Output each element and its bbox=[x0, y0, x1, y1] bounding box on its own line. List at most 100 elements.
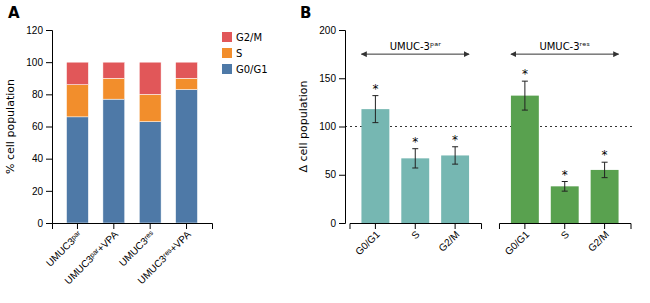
x-tick-mark bbox=[150, 223, 151, 229]
significance-mark: * bbox=[562, 168, 568, 182]
y-tick: 20 bbox=[32, 186, 52, 197]
error-bar-stem bbox=[604, 162, 605, 177]
y-axis: 0 50 100 150 200 bbox=[319, 25, 345, 229]
bar-segment bbox=[67, 117, 89, 223]
y-tick: 50 bbox=[325, 169, 345, 180]
bar-segment bbox=[67, 85, 89, 117]
x-tick: G2/M bbox=[586, 223, 611, 254]
legend-item: G2/M bbox=[222, 32, 262, 43]
y-tick-mark bbox=[339, 223, 345, 224]
x-tick-label: G2/M bbox=[586, 229, 611, 254]
group-label: UMUC-3ᵖᵃʳ bbox=[390, 41, 441, 52]
bar bbox=[591, 170, 619, 223]
plot-area bbox=[67, 62, 198, 223]
bar-segment bbox=[139, 62, 161, 94]
x-tick: UMUC3ᵖᵃʳ+VPA bbox=[63, 223, 121, 286]
chart-svg: 020406080100120UMUC3ᵖᵃʳUMUC3ᵖᵃʳ+VPAUMUC3… bbox=[0, 0, 650, 303]
panel-b: ***G0/G1SG2/MUMUC-3ᵖᵃʳ***G0/G1SG2/MUMUC-… bbox=[297, 25, 635, 258]
x-tick: UMUC3ʳᵉˢ+VPA bbox=[136, 223, 194, 286]
y-tick-label: 50 bbox=[325, 169, 337, 180]
axis-line bbox=[46, 31, 53, 224]
y-axis: 020406080100120 bbox=[26, 25, 52, 229]
plot-area bbox=[345, 81, 635, 223]
axis-line bbox=[339, 31, 346, 224]
y-tick-label: 200 bbox=[319, 25, 336, 36]
legend-item: S bbox=[222, 48, 242, 59]
y-tick-mark bbox=[46, 94, 52, 95]
legend-swatch bbox=[222, 32, 232, 42]
bar-segment bbox=[139, 122, 161, 223]
bar bbox=[441, 155, 469, 223]
y-axis-title: Δ cell population bbox=[297, 80, 310, 172]
x-tick-mark bbox=[604, 223, 605, 229]
error-bar-cap bbox=[452, 164, 458, 165]
y-tick-mark bbox=[46, 223, 52, 224]
y-tick-mark bbox=[46, 62, 52, 63]
y-tick-label: 100 bbox=[319, 121, 336, 132]
bar bbox=[361, 109, 389, 223]
significance-mark: * bbox=[602, 148, 608, 162]
y-tick: 120 bbox=[26, 25, 52, 36]
error-bar-cap bbox=[372, 122, 378, 123]
y-tick-label: 0 bbox=[330, 218, 336, 229]
y-tick: 60 bbox=[32, 121, 52, 132]
panel-label: A bbox=[8, 4, 20, 22]
bar-segment bbox=[176, 78, 198, 89]
error-bar bbox=[562, 182, 568, 192]
significance-mark: * bbox=[412, 135, 418, 149]
legend-swatch bbox=[222, 64, 232, 74]
x-tick: S bbox=[409, 223, 422, 241]
bar bbox=[551, 186, 579, 223]
error-bar bbox=[522, 81, 528, 110]
significance-mark: * bbox=[522, 67, 528, 81]
y-tick-mark bbox=[339, 78, 345, 79]
error-bar-cap bbox=[412, 167, 418, 168]
y-tick-mark bbox=[46, 127, 52, 128]
error-bar bbox=[602, 162, 608, 177]
x-tick-label: S bbox=[559, 228, 572, 241]
y-tick: 40 bbox=[32, 153, 52, 164]
y-tick-label: 20 bbox=[32, 186, 44, 197]
error-bar bbox=[412, 149, 418, 168]
error-bar-cap bbox=[562, 191, 568, 192]
bar-segment bbox=[176, 62, 198, 78]
error-bar bbox=[452, 147, 458, 164]
error-bar-stem bbox=[524, 81, 525, 110]
y-tick-mark bbox=[46, 30, 52, 31]
legend-swatch bbox=[222, 48, 232, 58]
bar bbox=[401, 158, 429, 223]
panel-label: B bbox=[300, 4, 311, 22]
x-tick-label: S bbox=[409, 228, 422, 241]
y-tick-label: 0 bbox=[37, 218, 43, 229]
y-tick: 100 bbox=[319, 121, 345, 132]
panel-a: 020406080100120UMUC3ᵖᵃʳUMUC3ᵖᵃʳ+VPAUMUC3… bbox=[4, 25, 213, 287]
x-tick-mark bbox=[455, 223, 456, 229]
x-tick: S bbox=[559, 223, 572, 241]
group-bracket bbox=[361, 54, 469, 55]
bar-segment bbox=[103, 62, 125, 78]
legend-label: G2/M bbox=[236, 32, 262, 43]
significance-mark: * bbox=[452, 133, 458, 147]
error-bar bbox=[372, 96, 378, 123]
x-tick-mark bbox=[415, 223, 416, 229]
x-tick-mark bbox=[524, 223, 525, 229]
x-tick-mark bbox=[375, 223, 376, 229]
x-tick-label: G0/G1 bbox=[503, 228, 532, 257]
x-axis: G0/G1SG2/M bbox=[350, 223, 482, 257]
legend-item: G0/G1 bbox=[222, 64, 268, 75]
group-bracket bbox=[511, 54, 619, 55]
x-tick-label: G0/G1 bbox=[353, 228, 382, 257]
error-bar-stem bbox=[564, 182, 565, 192]
y-tick-mark bbox=[46, 191, 52, 192]
axis-line bbox=[499, 224, 631, 230]
y-tick: 150 bbox=[319, 73, 345, 84]
x-tick-mark bbox=[77, 223, 78, 229]
bar bbox=[511, 96, 539, 223]
y-tick-mark bbox=[339, 127, 345, 128]
bar-segment bbox=[67, 62, 89, 85]
y-tick-mark bbox=[339, 30, 345, 31]
y-tick-mark bbox=[46, 159, 52, 160]
y-tick: 0 bbox=[330, 218, 345, 229]
y-tick-label: 100 bbox=[26, 57, 43, 68]
y-tick: 0 bbox=[37, 218, 52, 229]
